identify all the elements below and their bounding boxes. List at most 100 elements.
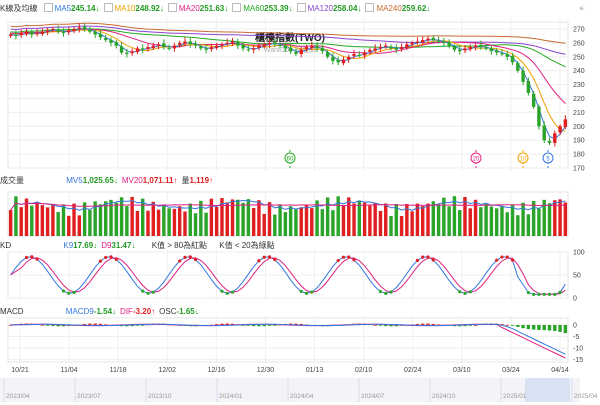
toggle-checkbox[interactable]	[296, 3, 306, 12]
osc-bar	[421, 323, 425, 325]
kd-red-dot	[273, 258, 277, 262]
kd-green-dot	[304, 291, 309, 295]
kd-red-dot	[347, 255, 351, 259]
kd-red-dot	[510, 258, 515, 262]
price-ytick-label: 230	[573, 82, 585, 89]
candle-body	[473, 45, 478, 48]
candle-body	[542, 125, 546, 141]
volume-bar	[19, 207, 23, 236]
volume-bar	[421, 206, 425, 236]
legend-value: 258.04↓	[332, 4, 362, 13]
toggle-checkbox[interactable]	[103, 3, 113, 12]
volume-bar	[273, 214, 277, 236]
candle-body	[336, 60, 340, 63]
legend-value: 251.63↓	[199, 4, 229, 13]
price-ytick-label: 250	[573, 54, 585, 61]
x-tick-label: 11/18	[110, 367, 127, 374]
osc-bar	[230, 323, 235, 325]
osc-bar	[246, 324, 251, 326]
volume-bar	[526, 214, 531, 236]
kd-green-dot	[378, 289, 383, 294]
mv20-line	[10, 202, 566, 211]
candle-body	[51, 28, 55, 30]
candle-body	[563, 119, 568, 128]
candle-body	[30, 31, 34, 35]
toggle-checkbox[interactable]	[365, 3, 375, 12]
volume-bar	[431, 201, 435, 236]
candle-body	[278, 45, 282, 47]
osc-bar	[431, 323, 435, 325]
volume-bar	[225, 202, 229, 236]
candle-body	[199, 46, 203, 49]
navigator-label: 2024/01	[219, 393, 243, 400]
kd-note-green: K值 < 20為綠點	[219, 241, 275, 250]
legend-name: MA10	[114, 4, 136, 13]
candle-body	[500, 53, 504, 55]
macd-ytick-label: -5	[573, 334, 579, 341]
osc-bar	[415, 323, 420, 325]
legend-item-ma240[interactable]: MA240 259.62↓	[365, 3, 430, 15]
candle-body	[352, 53, 356, 56]
volume-bar	[484, 203, 488, 236]
volume-bar	[558, 199, 562, 236]
candle-body	[315, 45, 319, 49]
legend-value: 17.69↓	[73, 241, 98, 250]
candle-body	[93, 31, 97, 35]
legend-item-ma20[interactable]: MA20 251.63↓	[167, 3, 229, 15]
candle-body	[537, 106, 541, 127]
toggle-checkbox[interactable]	[167, 3, 177, 12]
badge-label: 5	[546, 157, 550, 163]
kd-note-red: K值 > 80為紅點	[151, 241, 208, 250]
kd-panel-label: KD	[0, 241, 12, 250]
candle-body	[368, 49, 372, 52]
kd-red-dot	[178, 259, 182, 263]
legend-item-ma10[interactable]: MA10 248.92↓	[103, 3, 164, 15]
candle-body	[8, 34, 13, 36]
volume-bar	[61, 204, 66, 236]
legend-name: MA5	[54, 4, 72, 13]
kd-red-dot	[267, 255, 272, 259]
osc-bar	[45, 324, 50, 326]
price-ytick-label: 270	[573, 26, 585, 33]
osc-bar	[389, 324, 393, 327]
legend-value: -3.20↑	[132, 307, 156, 316]
volume-bar	[447, 206, 451, 236]
osc-bar	[553, 324, 557, 332]
volume-bar	[442, 197, 446, 236]
candle-body	[125, 52, 129, 54]
volume-bar	[114, 202, 119, 236]
osc-bar	[56, 324, 60, 327]
osc-bar	[51, 324, 55, 326]
osc-bar	[537, 324, 541, 330]
badge-label: 20	[473, 157, 480, 163]
candle-body	[130, 51, 134, 54]
legend-item-ma60[interactable]: MA60 253.39↓	[232, 3, 293, 15]
toggle-checkbox[interactable]	[43, 3, 53, 12]
volume-bar	[405, 203, 409, 236]
legend-item-ma5[interactable]: MA5 245.14↓	[43, 3, 100, 15]
legend-item-ma120[interactable]: MA120 258.04↓	[296, 3, 362, 15]
volume-bar	[241, 202, 245, 236]
main-legend: K線及均線 MA5 245.14↓ MA10 248.92↓ MA20 251.63…	[0, 3, 438, 15]
candle-body	[77, 27, 82, 29]
candle-body	[98, 33, 103, 38]
toggle-checkbox[interactable]	[232, 3, 242, 12]
macd-panel-label: MACD	[0, 307, 24, 316]
volume-bar	[494, 208, 499, 236]
kd-green-dot	[146, 291, 150, 295]
legend-name: MV5	[66, 176, 83, 185]
volume-bar	[262, 213, 266, 236]
candle-body	[172, 45, 177, 49]
volume-bar	[246, 199, 251, 236]
volume-bar	[294, 208, 298, 236]
kd-green-dot	[384, 291, 388, 295]
kd-red-dot	[336, 258, 340, 263]
osc-bar	[526, 324, 531, 330]
osc-bar	[463, 324, 467, 327]
candle-body	[341, 59, 346, 64]
candle-body	[262, 44, 266, 47]
kd-green-dot	[310, 290, 314, 294]
osc-bar	[141, 324, 145, 326]
volume-bar	[204, 212, 208, 236]
